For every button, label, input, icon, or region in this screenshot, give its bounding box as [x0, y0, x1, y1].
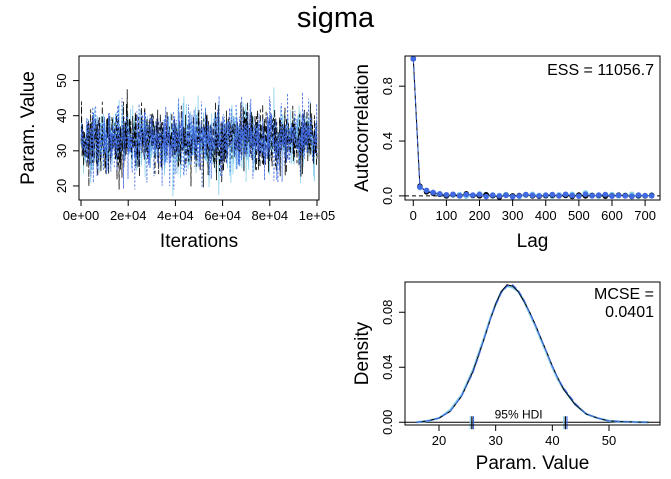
acf-point-chain-3 — [417, 184, 423, 190]
acf-point-chain-3 — [549, 191, 556, 198]
density-ytick-label: 0.00 — [380, 410, 395, 435]
acf-point-chain-3 — [629, 193, 635, 200]
acf-ytick-label: 0.4 — [380, 132, 395, 150]
acf-xtick-label: 700 — [634, 208, 656, 223]
acf-point-chain-3 — [443, 191, 450, 198]
density-axes: 20 30 40 50 0.00 0.04 0.08 — [380, 300, 616, 448]
density-ytick-label: 0.08 — [380, 300, 395, 325]
acf-point-chain-3 — [410, 55, 417, 62]
acf-line-chain-1 — [412, 58, 652, 198]
acf-point-chain-3 — [463, 191, 470, 198]
acf-point-chain-3 — [562, 191, 569, 198]
density-xtick-label: 50 — [602, 433, 616, 448]
acf-point-chain-3 — [496, 193, 503, 199]
trace-xlabel: Iterations — [160, 231, 238, 252]
acf-point-chain-3 — [489, 192, 496, 198]
trace-series-group — [80, 87, 318, 197]
trace-xtick-label: 8e+04 — [252, 208, 289, 223]
acf-line-chain-2 — [412, 58, 652, 198]
autocorrelation-panel: 0 100 200 300 400 500 600 700 0.0 0.4 0.8 ESS = 11… — [352, 55, 661, 252]
acf-point-chain-3 — [642, 192, 648, 199]
trace-line-chain-2 — [80, 89, 318, 190]
trace-ytick-label: 20 — [54, 179, 69, 193]
acf-axes: 0 100 200 300 400 500 600 700 0.0 0.4 0.8 — [380, 77, 656, 223]
acf-point-chain-3 — [483, 193, 489, 200]
acf-point-chain-3 — [450, 191, 456, 198]
acf-xtick-label: 400 — [535, 208, 557, 223]
ess-annotation: ESS = 11056.7 — [547, 62, 654, 79]
acf-xtick-label: 300 — [502, 208, 524, 223]
density-xlabel: Param. Value — [476, 453, 590, 474]
acf-xtick-label: 600 — [601, 208, 623, 223]
acf-point-chain-3 — [615, 192, 622, 199]
acf-point-chain-3 — [536, 193, 542, 199]
trace-ytick-label: 40 — [54, 108, 69, 122]
density-ylabel: Density — [352, 321, 373, 385]
acf-point-chain-3 — [436, 191, 443, 197]
acf-ytick-label: 0.0 — [380, 187, 395, 205]
acf-point-chain-3 — [622, 193, 629, 199]
hdi-label: 95% HDI — [495, 407, 543, 421]
density-xtick-label: 30 — [488, 433, 502, 448]
density-curve-chain-3 — [416, 284, 649, 423]
acf-point-chain-3 — [595, 192, 602, 198]
acf-series-group — [405, 55, 660, 200]
acf-point-chain-3 — [516, 193, 523, 199]
density-panel: 20 30 40 50 0.00 0.04 0.08 MCSE = 0.0401 95% H… — [352, 281, 661, 474]
page-title: sigma — [296, 2, 375, 34]
acf-point-chain-3 — [509, 193, 516, 200]
density-plot-frame — [404, 281, 661, 426]
trace-line-chain-3 — [80, 92, 318, 190]
acf-xlabel: Lag — [517, 231, 549, 252]
trace-ylabel: Param. Value — [18, 71, 39, 185]
trace-panel: 0e+00 2e+04 4e+04 6e+04 8e+04 1e+05 20 30 40 50 I… — [18, 55, 335, 252]
trace-ytick-label: 30 — [54, 144, 69, 158]
acf-point-chain-3 — [609, 193, 615, 199]
acf-xtick-label: 100 — [436, 208, 458, 223]
acf-point-chain-3 — [589, 193, 595, 199]
density-ytick-label: 0.04 — [380, 355, 395, 380]
trace-xtick-label: 0e+00 — [63, 208, 100, 223]
acf-point-chain-3 — [430, 189, 436, 196]
trace-axes: 0e+00 2e+04 4e+04 6e+04 8e+04 1e+05 20 30 40 50 — [54, 73, 335, 223]
acf-plot-frame — [404, 55, 661, 201]
acf-point-chain-3 — [456, 193, 463, 199]
trace-xtick-label: 1e+05 — [299, 208, 336, 223]
density-xtick-label: 20 — [432, 433, 446, 448]
acf-point-chain-3 — [529, 192, 536, 199]
trace-ytick-label: 50 — [54, 73, 69, 87]
acf-point-chain-3 — [648, 193, 655, 199]
mcse-value: 0.0401 — [605, 304, 654, 321]
acf-xtick-label: 200 — [469, 208, 491, 223]
acf-point-chain-3 — [576, 193, 582, 199]
trace-xtick-label: 6e+04 — [204, 208, 241, 223]
acf-point-chain-3 — [503, 192, 509, 199]
acf-line-chain-3 — [412, 58, 652, 198]
acf-ylabel: Autocorrelation — [352, 64, 373, 192]
acf-xtick-label: 0 — [410, 208, 417, 223]
density-series-group — [405, 284, 660, 430]
acf-point-chain-3 — [602, 191, 609, 198]
acf-xtick-label: 500 — [568, 208, 590, 223]
acf-point-chain-3 — [635, 192, 642, 198]
acf-point-chain-3 — [423, 187, 430, 194]
acf-point-chain-3 — [470, 192, 476, 198]
trace-xtick-label: 2e+04 — [110, 208, 147, 223]
acf-point-chain-3 — [582, 191, 589, 198]
acf-point-chain-3 — [476, 191, 483, 198]
acf-ytick-label: 0.8 — [380, 77, 395, 95]
acf-point-chain-3 — [542, 192, 549, 198]
density-xtick-label: 40 — [545, 433, 559, 448]
acf-point-chain-3 — [569, 192, 576, 199]
trace-plot-frame — [78, 55, 320, 201]
acf-point-chain-3 — [523, 191, 529, 198]
mcse-label: MCSE = — [594, 286, 654, 303]
trace-xtick-label: 4e+04 — [157, 208, 194, 223]
acf-point-chain-3 — [556, 193, 562, 199]
